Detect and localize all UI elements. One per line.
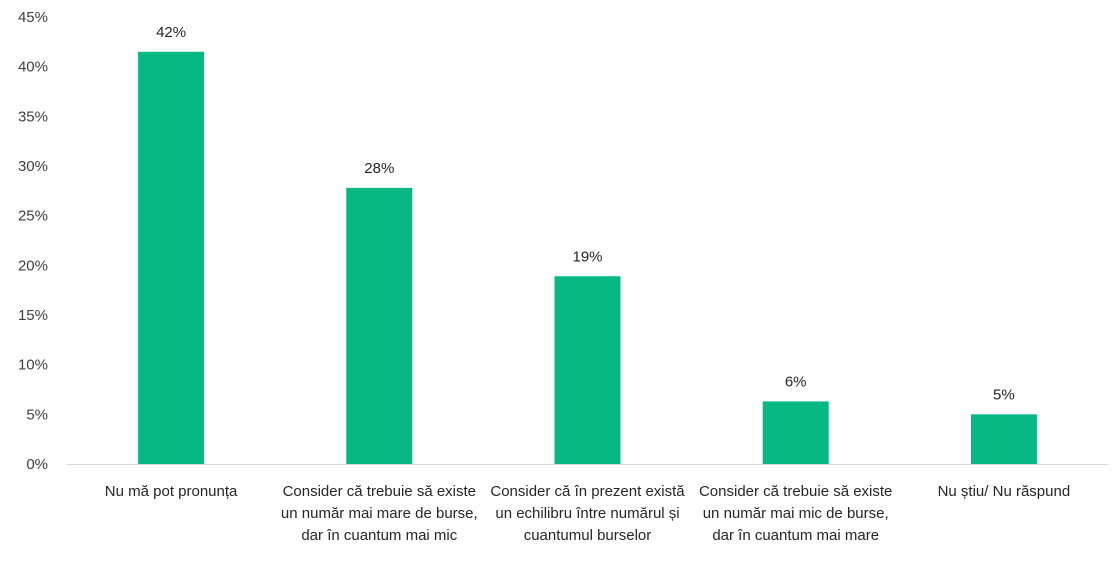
bar xyxy=(554,276,621,464)
x-tick-label: Consider că trebuie să existe un număr m… xyxy=(280,483,478,544)
data-label: 28% xyxy=(364,160,394,177)
data-label: 6% xyxy=(785,373,807,390)
y-tick-label: 20% xyxy=(18,257,48,274)
y-tick-label: 45% xyxy=(18,9,48,26)
data-label: 19% xyxy=(572,248,602,265)
bar xyxy=(762,401,829,464)
x-tick-label: Nu știu/ Nu răspund xyxy=(937,483,1071,500)
y-tick-label: 40% xyxy=(18,59,48,76)
bar xyxy=(346,187,413,464)
bar xyxy=(138,51,205,465)
y-tick-label: 0% xyxy=(26,456,48,473)
y-tick-label: 10% xyxy=(18,357,48,374)
y-tick-label: 25% xyxy=(18,208,48,225)
data-labels: 42% 28% 19% 6% 5% xyxy=(156,24,1015,404)
x-tick-label: Consider că trebuie să existe un număr m… xyxy=(698,483,893,544)
y-axis: 0% 5% 10% 15% 20% 25% 30% 35% 40% 45% xyxy=(18,9,48,473)
y-tick-label: 35% xyxy=(18,108,48,125)
data-label: 42% xyxy=(156,24,186,41)
x-tick-label: Consider că în prezent există un echilib… xyxy=(490,483,685,544)
y-tick-label: 30% xyxy=(18,158,48,175)
y-tick-label: 15% xyxy=(18,307,48,324)
bar xyxy=(970,414,1037,464)
data-label: 5% xyxy=(993,386,1015,403)
y-tick-label: 5% xyxy=(26,406,48,423)
bars xyxy=(138,51,1037,465)
x-tick-label: Nu mă pot pronunța xyxy=(104,483,238,500)
